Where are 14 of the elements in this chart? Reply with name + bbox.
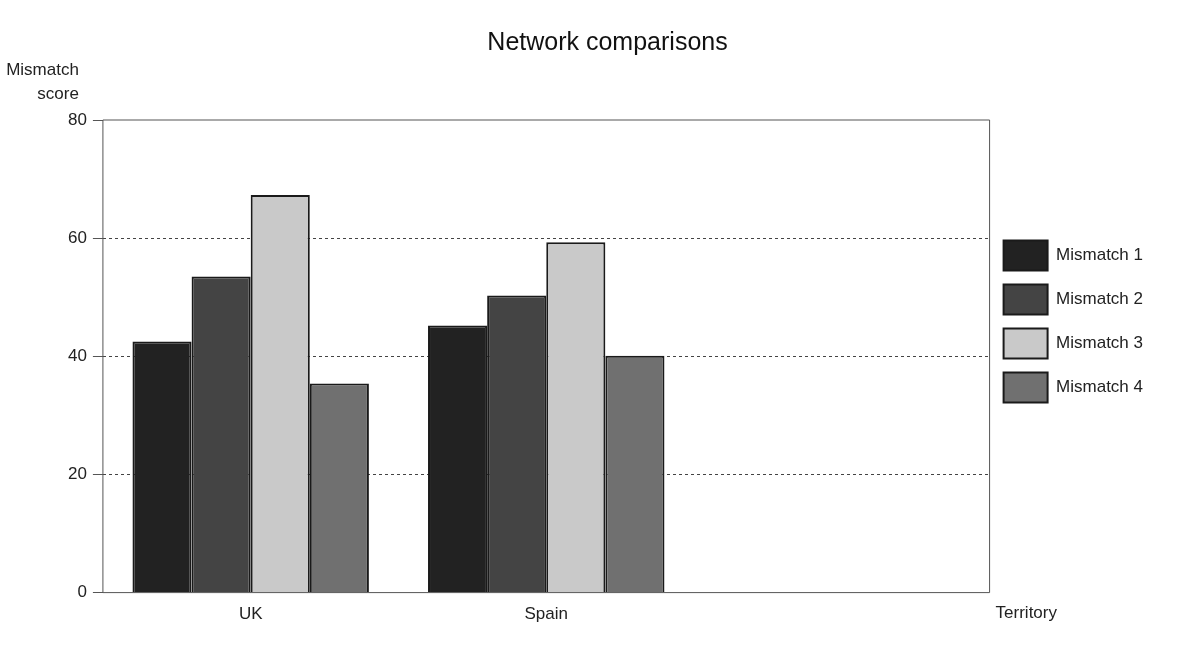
legend-label: Mismatch 1 — [1056, 245, 1144, 265]
y-axis-title: Mismatch score — [6, 60, 79, 103]
legend-label: Mismatch 4 — [1056, 377, 1144, 397]
legend-label: Mismatch 3 — [1056, 333, 1144, 353]
y-tick-label: 20 — [67, 464, 87, 484]
chart-title: Network comparisons — [487, 26, 728, 55]
y-tick-label: 40 — [67, 345, 87, 365]
y-tick-label: 80 — [67, 109, 87, 129]
y-tick-label: 0 — [77, 582, 87, 602]
x-tick-label: Spain — [524, 604, 568, 624]
legend-label: Mismatch 2 — [1056, 289, 1144, 309]
y-tick-label: 60 — [67, 227, 87, 247]
x-axis-title: Territory — [995, 602, 1058, 622]
x-tick-label: UK — [238, 604, 264, 624]
